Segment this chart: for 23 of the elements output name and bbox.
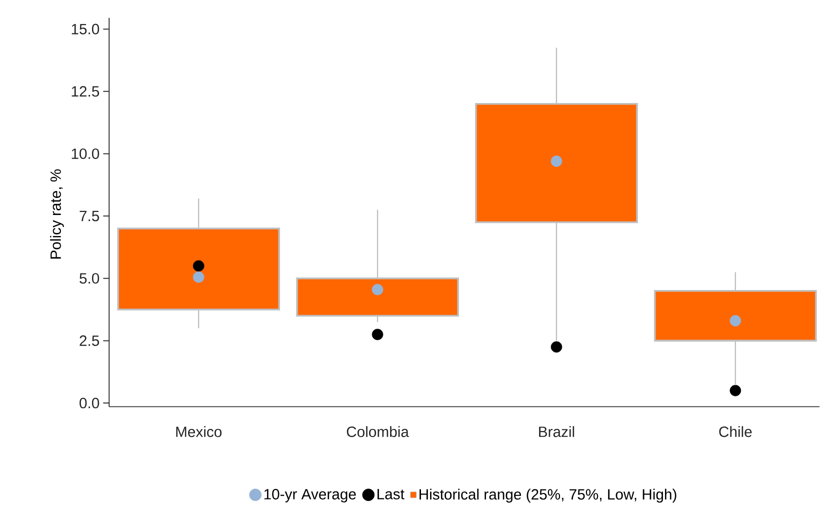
legend-label: Historical range (25%, 75%, Low, High): [420, 488, 676, 503]
legend-label: Last: [378, 489, 404, 500]
y-tick-label: 15.0: [72, 24, 100, 34]
x-tick-label: Colombia: [346, 426, 409, 438]
point: [550, 341, 562, 353]
y-tick-label: 7.5: [80, 210, 100, 222]
y-tick-label: 5.0: [80, 273, 100, 284]
y-tick-label: 0.0: [80, 398, 100, 408]
x-tick-label: Brazil: [539, 426, 574, 438]
point: [730, 384, 742, 396]
point: [730, 315, 742, 326]
point: [192, 260, 204, 272]
y-tick-label: 12.5: [72, 86, 100, 97]
legend-label: 10-yr Average: [264, 488, 356, 502]
y-axis-title: Policy rate, %: [50, 169, 64, 259]
y-tick-label: 10.0: [72, 148, 100, 159]
point: [550, 156, 562, 167]
y-tick-label: 2.5: [80, 335, 100, 346]
point: [372, 284, 384, 296]
point: [192, 271, 204, 283]
x-tick-label: Mexico: [176, 426, 222, 438]
point: [372, 328, 384, 340]
x-tick-label: Chile: [719, 426, 752, 438]
